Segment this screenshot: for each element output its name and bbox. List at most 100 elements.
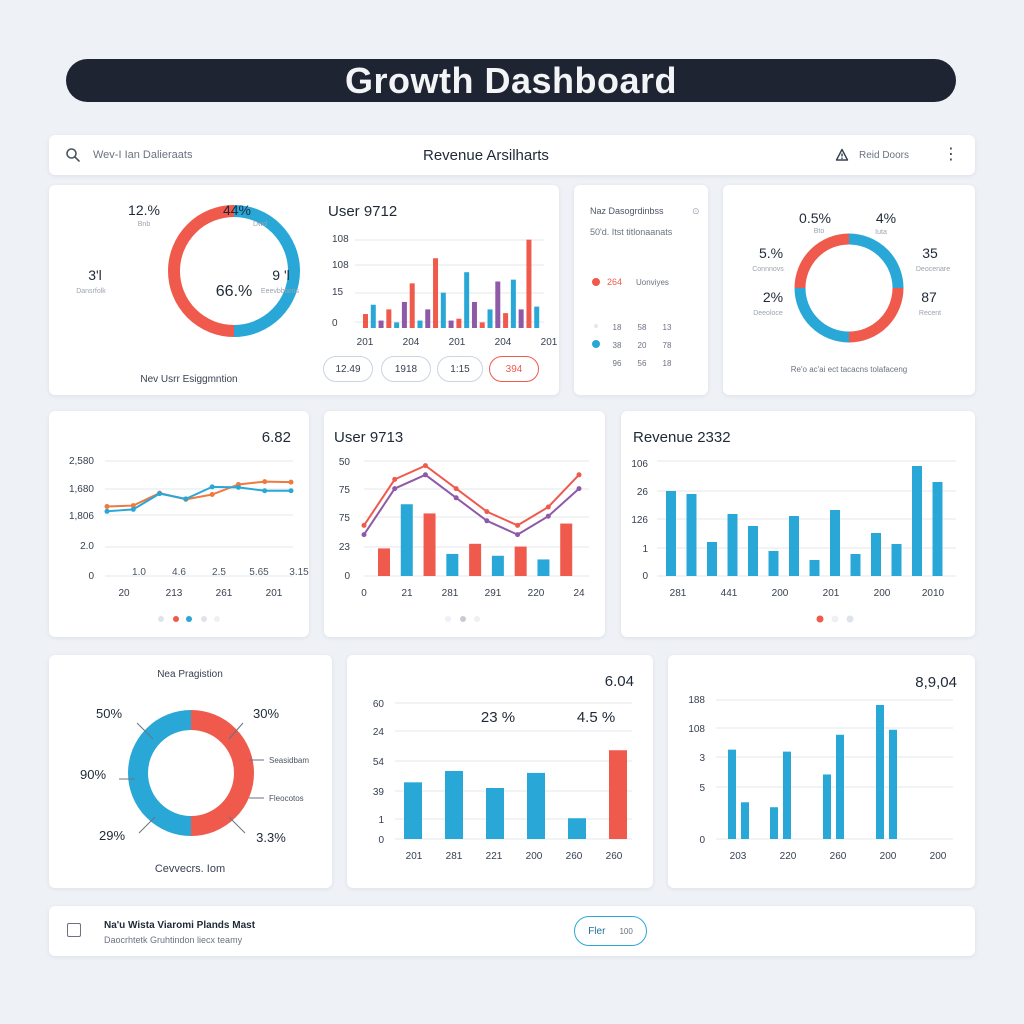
series-line-red-line <box>363 464 580 527</box>
x-subtick-1: 4.6 <box>172 567 186 578</box>
x-tick-4: 220 <box>528 588 545 599</box>
bar-11 <box>448 320 454 328</box>
alert-button[interactable]: Reid Doors <box>835 148 909 162</box>
donut-label-2: 90% <box>80 767 106 782</box>
y-tick-3: 1 <box>642 544 648 555</box>
x-tick-4: 200 <box>930 851 947 862</box>
donut-slice-1 <box>848 287 904 343</box>
chart-title: User 9713 <box>334 429 403 446</box>
pager-dot-1 <box>173 616 179 622</box>
point-purple-line-3 <box>453 495 459 501</box>
value-label: 6.82 <box>262 429 291 446</box>
search-icon[interactable] <box>65 147 81 163</box>
x-tick-1: 281 <box>446 851 463 862</box>
x-tick-3: 201 <box>266 588 283 599</box>
chart-title: User 9712 <box>328 203 397 220</box>
search-input[interactable]: Wev-I Ian Dalieraats <box>93 149 193 161</box>
pager-dot-1 <box>831 615 839 623</box>
bar-3 <box>783 751 791 839</box>
bar-8 <box>425 309 431 328</box>
x-tick-2: 261 <box>216 588 233 599</box>
point-purple-line-5 <box>515 532 521 538</box>
x-tick-2: 201 <box>449 337 466 348</box>
point-blue-6 <box>262 488 268 494</box>
pager-dot-2 <box>186 616 192 622</box>
bar-11 <box>891 544 902 576</box>
legend-cell-0-1: 58 <box>638 323 647 332</box>
x-subtick-3: 5.65 <box>249 567 269 578</box>
bar-5 <box>401 301 407 328</box>
donut-caption: Nev Usrr Esiggmntion <box>140 374 237 385</box>
bar-3 <box>386 309 392 328</box>
chart-canvas: 8,9,04 188 108 3 5 0 203 220 260 200 200 <box>688 674 957 862</box>
donut-label-1: 44% <box>223 202 251 218</box>
y-tick-1: 1,680 <box>69 484 94 495</box>
donut-slice-0 <box>848 233 904 289</box>
chart-canvas: 66.% 12.% Bnb 44%Dwd 3'l Dansrfolk 9 'l Eeevbbl… <box>76 202 558 385</box>
point-orange-6 <box>262 479 268 485</box>
x-tick-3: 291 <box>485 588 502 599</box>
bar-7 <box>417 320 423 328</box>
x-tick-5: 260 <box>606 851 623 862</box>
info-icon: ⊙ <box>692 206 700 216</box>
point-red-line-3 <box>453 486 459 492</box>
filter-button[interactable]: Fler 100 <box>574 916 647 946</box>
bar-22 <box>534 306 540 328</box>
legend-cell-0-2: 13 <box>663 323 672 332</box>
bar-2 <box>423 513 436 576</box>
donut-label-5: 87 <box>921 289 937 305</box>
series-line-orange <box>106 480 292 508</box>
bar-1 <box>686 494 697 576</box>
pill-2[interactable]: 1:15 <box>437 356 483 382</box>
x-tick-3: 200 <box>526 851 543 862</box>
donut-sub-3: Eeevbblions <box>261 288 300 295</box>
bar-8 <box>830 510 840 576</box>
point-red-line-1 <box>392 476 398 482</box>
line-chart-card: 6.82 2,580 1,680 1,806 2.0 0 1.0 4.6 2.5 5.65 3.15… <box>49 411 309 637</box>
donut-label-2: 3'l <box>88 267 102 283</box>
leader-line-3 <box>138 816 156 834</box>
donut-slice-3 <box>794 233 850 289</box>
bar-2 <box>486 788 504 839</box>
point-red-line-7 <box>576 472 582 478</box>
x-tick-2: 260 <box>830 851 847 862</box>
point-red-line-5 <box>515 522 521 528</box>
bar-8 <box>560 523 573 576</box>
footer-bar: Na'u Wista Viaromi Plands Mast Daocrhtet… <box>49 906 975 956</box>
bar-5 <box>768 551 779 576</box>
revenue-bar-card: Revenue 2332 106 26 126 1 0 281 441 200 201 200 201… <box>621 411 975 637</box>
point-blue-5 <box>235 484 241 490</box>
bar-19 <box>510 279 516 328</box>
donut-caption: Re'o ac'ai ect tacacns tolafaceng <box>791 365 907 374</box>
bar-0 <box>404 782 422 839</box>
donut-sub-0: Bnb <box>138 221 151 228</box>
pill-0[interactable]: 12.49 <box>323 356 373 382</box>
donut-sub-4: Deeoloce <box>753 310 783 317</box>
bar-4 <box>568 818 586 839</box>
bar-10 <box>440 292 446 328</box>
chart-canvas: 6.82 2,580 1,680 1,806 2.0 0 1.0 4.6 2.5 5.65 3.15… <box>69 429 309 622</box>
y-tick-0: 50 <box>339 457 351 468</box>
donut-sub-1: Iuta <box>875 229 887 236</box>
bar-5 <box>836 734 844 839</box>
more-options-icon[interactable]: ⋮ <box>943 146 959 163</box>
donut-sub-2: Dansrfolk <box>76 288 106 295</box>
x-tick-4: 200 <box>874 588 891 599</box>
donut-sub-0: Bto <box>814 228 825 235</box>
bell-icon <box>835 148 849 161</box>
y-tick-1: 24 <box>373 727 385 738</box>
donut-label-3: 29% <box>99 828 125 843</box>
pill-1[interactable]: 1918 <box>381 356 431 382</box>
donut-sub-1: Dwd <box>253 221 267 228</box>
donut-sub-3: Deocenare <box>916 266 950 273</box>
bar-3 <box>446 553 459 576</box>
bar-chart-card-b: 6.04 23 % 4.5 % 60 24 54 39 1 0 201 281 221 200 260 26… <box>347 655 653 888</box>
donut-center-label: 66.% <box>216 283 252 300</box>
legend-canvas: Naz Dasogrdinbss ⊙ 50'd. Itst titlonaanats… <box>590 206 700 368</box>
pill-3[interactable]: 394 <box>489 356 539 382</box>
bar-6 <box>876 704 884 839</box>
bar-2 <box>770 807 778 839</box>
y-tick-4: 1 <box>378 815 384 826</box>
x-tick-1: 21 <box>401 588 413 599</box>
legend-subtitle: 50'd. Itst titlonaanats <box>590 227 673 237</box>
